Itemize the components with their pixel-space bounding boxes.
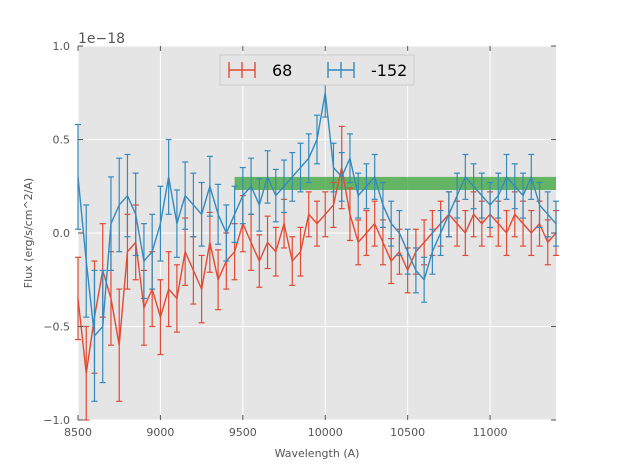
y-tick-label: −0.5: [43, 321, 70, 334]
legend-key-68: [228, 62, 256, 78]
series-line-1: [77, 92, 557, 338]
highlight-band: [234, 176, 556, 190]
series-line-0: [77, 167, 557, 374]
x-tick-label: 10500: [390, 426, 425, 439]
band-layer: [234, 176, 556, 190]
x-tick-label: 11000: [473, 426, 508, 439]
legend-label-152: -152: [371, 61, 407, 80]
y-tick-label: −1.0: [43, 414, 70, 427]
y-tick-label: 0.5: [53, 134, 71, 147]
axis-ticks: 8500 9000 9500 10000 10500 11000 −1.0 −0.5 0.0 0.…: [43, 40, 556, 439]
y-tick-label: 1.0: [53, 40, 71, 53]
series-layer: [75, 67, 559, 421]
y-axis-label: Flux (erg/s/cm^2/A): [22, 178, 35, 288]
x-tick-label: 8500: [64, 426, 92, 439]
legend-label-68: 68: [272, 61, 292, 80]
legend: 68 -152: [219, 54, 415, 86]
y-tick-label: 0.0: [53, 227, 71, 240]
series-1: [75, 67, 559, 402]
x-tick-label: 9500: [229, 426, 257, 439]
x-tick-label: 9000: [146, 426, 174, 439]
x-tick-label: 10000: [308, 426, 343, 439]
x-axis-label: Wavelength (A): [275, 447, 360, 460]
y-offset-label: 1e−18: [78, 31, 125, 47]
legend-key-152: [327, 62, 355, 78]
